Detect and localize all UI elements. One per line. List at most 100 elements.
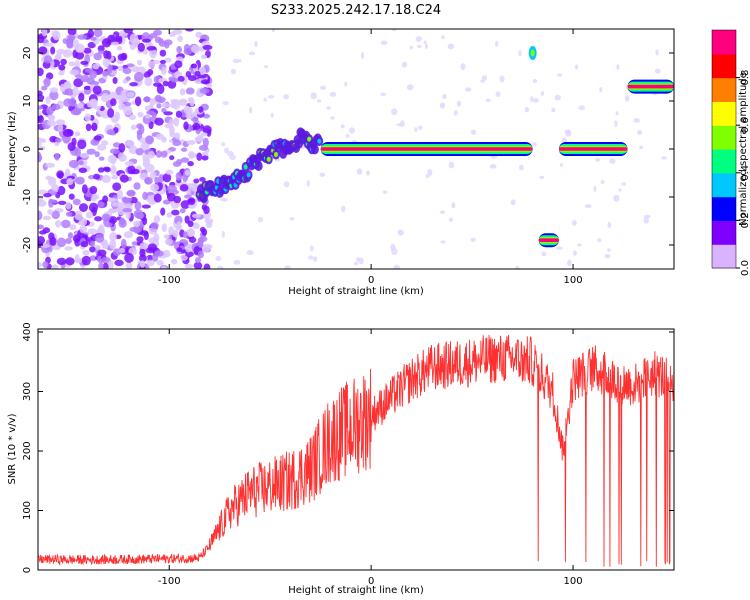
noise-blob [120, 238, 127, 249]
noise-blob [169, 102, 178, 109]
snr-panel [37, 334, 675, 567]
noise-blob [177, 75, 185, 82]
trace-core [273, 152, 278, 158]
faint-spot [541, 251, 547, 257]
faint-spot [326, 105, 331, 110]
faint-spot [341, 205, 346, 213]
noise-blob [64, 246, 74, 251]
colorbar-step [712, 45, 736, 51]
colorbar-step [712, 30, 736, 35]
colorbar-step [712, 125, 736, 130]
faint-spot [599, 87, 603, 93]
colorbar-step [712, 172, 736, 178]
faint-spot [409, 45, 413, 50]
colorbar-step [712, 105, 736, 110]
colorbar-step [712, 37, 736, 43]
noise-blob [97, 201, 105, 209]
colorbar-step [712, 49, 736, 55]
faint-spot [289, 217, 295, 221]
faint-spot [624, 95, 630, 102]
noise-blob [191, 44, 201, 54]
snr-xtick-label: 100 [564, 576, 583, 587]
noise-blob [172, 140, 182, 147]
faint-spot [382, 190, 388, 194]
faint-spot [453, 110, 458, 116]
colorbar-step [712, 69, 736, 75]
noise-blob [145, 135, 155, 145]
heatmap-ytick-label: 10 [22, 95, 33, 108]
noise-blob [136, 236, 144, 243]
colorbar-step [712, 236, 736, 241]
noise-blob [79, 225, 88, 234]
noise-blob [89, 246, 96, 253]
noise-blob [164, 123, 174, 129]
noise-blob [51, 184, 59, 192]
noise-blob [47, 208, 54, 215]
noise-blob [150, 183, 160, 192]
faint-spot [319, 172, 326, 177]
faint-spot [216, 265, 224, 269]
noise-blob [148, 199, 156, 205]
noise-blob [144, 114, 151, 119]
noise-blob [48, 176, 57, 187]
noise-blob [111, 174, 119, 180]
faint-spot [637, 130, 643, 135]
noise-blob [141, 38, 152, 43]
noise-blob [193, 261, 203, 269]
faint-spot [249, 106, 253, 114]
faint-spot [344, 81, 348, 87]
noise-blob [162, 173, 172, 183]
noise-blob [134, 96, 142, 107]
colorbar-tick-label: 0.8 [740, 70, 750, 86]
noise-blob [73, 39, 80, 50]
faint-spot [456, 100, 462, 107]
noise-blob [93, 105, 102, 110]
noise-blob [129, 226, 139, 232]
noise-blob [49, 90, 59, 101]
noise-blob [83, 85, 92, 90]
faint-spot [400, 120, 405, 127]
colorbar-step [712, 149, 736, 154]
noise-blob [49, 237, 57, 246]
noise-blob [162, 80, 169, 87]
faint-spot [310, 92, 317, 100]
noise-blob [89, 255, 98, 261]
colorbar-step [712, 208, 736, 214]
chart-title: S233.2025.242.17.18.C24 [271, 3, 441, 18]
noise-blob [43, 55, 53, 64]
noise-blob [109, 231, 117, 242]
colorbar-step [712, 248, 736, 253]
noise-blob [149, 48, 157, 59]
faint-spot [254, 40, 258, 48]
heatmap-ytick-label: -10 [22, 189, 33, 205]
noise-blob [47, 114, 56, 121]
noise-blob [49, 87, 59, 93]
noise-blob [163, 111, 173, 116]
noise-blob [77, 34, 87, 40]
colorbar-step [712, 264, 736, 269]
noise-blob [82, 249, 90, 256]
noise-blob [156, 260, 165, 266]
noise-blob [184, 170, 191, 176]
noise-blob [182, 231, 189, 239]
colorbar-step [712, 192, 736, 198]
noise-blob [156, 103, 162, 109]
noise-blob [90, 196, 97, 202]
noise-blob [181, 147, 188, 152]
faint-spot [615, 111, 619, 116]
noise-blob [80, 241, 89, 248]
noise-blob [67, 29, 77, 36]
noise-blob [153, 193, 162, 203]
noise-blob [102, 58, 111, 68]
noise-blob [112, 142, 121, 148]
noise-blob [94, 216, 103, 222]
noise-blob [62, 128, 73, 137]
noise-blob [93, 29, 103, 38]
noise-blob [106, 129, 115, 136]
noise-blob [66, 38, 73, 48]
colorbar-step [712, 168, 736, 174]
colorbar-step [712, 228, 736, 233]
faint-spot [427, 169, 433, 176]
noise-blob [93, 52, 102, 61]
noise-blob [164, 238, 173, 246]
